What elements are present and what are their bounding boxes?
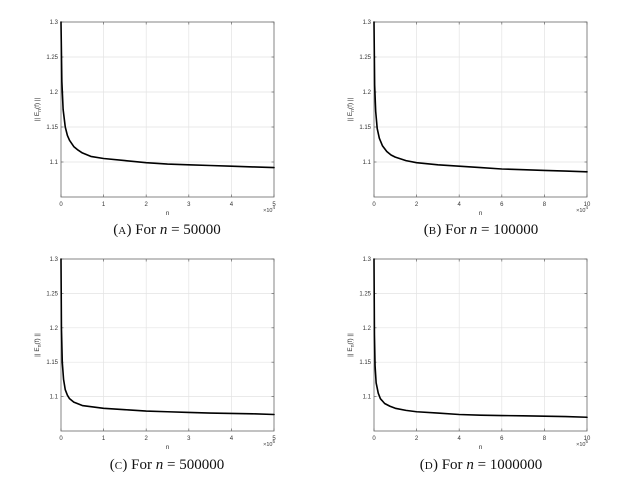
x-axis-label-d: n bbox=[479, 444, 483, 451]
x-tick-label: 10 bbox=[584, 202, 591, 208]
x-tick-label: 6 bbox=[500, 436, 504, 442]
x-tick-label: 8 bbox=[543, 202, 547, 208]
x-axis-label-c: n bbox=[166, 444, 170, 451]
y-tick-label: 1.3 bbox=[363, 20, 372, 26]
plot-area-d bbox=[374, 259, 587, 431]
chart-caption-d: (D) For n = 1000000 bbox=[419, 457, 543, 473]
x-axis-label-a: n bbox=[166, 210, 170, 217]
chart-svg-d: 0 2 4 6 8 10 1.1 1.15 1.2 1.25 1.3 n ×105 || En(f) || bbox=[347, 257, 591, 451]
y-tick-label: 1.15 bbox=[46, 360, 58, 366]
x-axis-multiplier-a: ×104 bbox=[263, 205, 275, 214]
y-tick-label: 1.25 bbox=[46, 55, 58, 61]
chart-svg-b: 0 2 4 6 8 10 1.1 1.15 1.2 1.25 1.3 n ×104 || En(f) || bbox=[347, 20, 591, 217]
y-tick-label: 1.1 bbox=[363, 160, 372, 166]
x-tick-label: 0 bbox=[372, 202, 376, 208]
x-tick-label: 0 bbox=[59, 436, 63, 442]
x-tick-label: 4 bbox=[458, 436, 462, 442]
x-tick-label: 10 bbox=[584, 436, 591, 442]
axes-frame-b bbox=[373, 21, 588, 198]
chart-caption-c: (C) For n = 500000 bbox=[109, 457, 225, 473]
y-tick-label: 1.3 bbox=[50, 257, 59, 263]
x-tick-label: 4 bbox=[230, 202, 234, 208]
chart-panel-c: 0 1 2 3 4 5 1.1 1.15 1.2 1.25 1.3 n ×105 || En(f) || … bbox=[34, 257, 276, 473]
x-tick-label: 2 bbox=[415, 436, 419, 442]
y-tick-label: 1.15 bbox=[46, 125, 58, 131]
x-tick-label: 4 bbox=[458, 202, 462, 208]
x-tick-label: 2 bbox=[145, 436, 149, 442]
chart-panel-a: 0 1 2 3 4 5 1.1 1.15 1.2 1.25 1.3 n ×104 || En(f) || … bbox=[0, 0, 312, 240]
y-tick-label: 1.15 bbox=[359, 125, 371, 131]
y-tick-label: 1.2 bbox=[363, 326, 372, 332]
x-tick-label: 5 bbox=[272, 436, 276, 442]
y-tick-label: 1.2 bbox=[363, 90, 372, 96]
x-tick-label: 3 bbox=[187, 202, 191, 208]
plot-area-a bbox=[61, 22, 274, 197]
y-tick-label: 1.1 bbox=[50, 395, 59, 401]
series-line-c bbox=[60, 258, 275, 416]
y-tick-label: 1.1 bbox=[50, 160, 59, 166]
x-axis-multiplier-d: ×105 bbox=[576, 439, 588, 448]
x-tick-label: 2 bbox=[415, 202, 419, 208]
plot-area-c bbox=[61, 259, 274, 431]
chart-caption-b: (B) For n = 100000 bbox=[423, 222, 539, 238]
y-tick-label: 1.2 bbox=[50, 90, 59, 96]
y-tick-label: 1.1 bbox=[363, 395, 372, 401]
y-axis-label-d: || En(f) || bbox=[347, 333, 356, 357]
chart-panel-b: 0 2 4 6 8 10 1.1 1.15 1.2 1.25 1.3 n ×104 || En(f) ||… bbox=[347, 20, 591, 238]
x-tick-label: 2 bbox=[145, 202, 149, 208]
series-line-b bbox=[373, 21, 588, 173]
y-tick-label: 1.3 bbox=[50, 20, 59, 26]
x-tick-label: 6 bbox=[500, 202, 504, 208]
x-axis-multiplier-c: ×105 bbox=[263, 439, 275, 448]
x-tick-label: 4 bbox=[230, 436, 234, 442]
x-axis-label-b: n bbox=[479, 210, 483, 217]
axes-frame-c bbox=[60, 258, 275, 432]
y-axis-label-c: || En(f) || bbox=[34, 333, 43, 357]
series-line-d bbox=[373, 258, 588, 419]
x-tick-label: 3 bbox=[187, 436, 191, 442]
y-tick-label: 1.2 bbox=[50, 326, 59, 332]
y-tick-label: 1.25 bbox=[46, 291, 58, 297]
chart-svg-a: 0 1 2 3 4 5 1.1 1.15 1.2 1.25 1.3 n ×104 || En(f) || bbox=[34, 20, 276, 217]
y-axis-label-b: || En(f) || bbox=[347, 97, 356, 121]
y-tick-label: 1.3 bbox=[363, 257, 372, 263]
series-line-a bbox=[60, 21, 275, 169]
y-tick-label: 1.15 bbox=[359, 360, 371, 366]
chart-caption-a: (A) For n = 50000 bbox=[113, 222, 221, 238]
x-tick-label: 1 bbox=[102, 202, 106, 208]
x-tick-label: 0 bbox=[59, 202, 63, 208]
y-tick-label: 1.25 bbox=[359, 291, 371, 297]
x-tick-label: 0 bbox=[372, 436, 376, 442]
x-axis-multiplier-b: ×104 bbox=[576, 205, 588, 214]
axes-frame-a bbox=[60, 21, 275, 198]
chart-svg-c: 0 1 2 3 4 5 1.1 1.15 1.2 1.25 1.3 n ×105 || En(f) || bbox=[34, 257, 276, 451]
y-axis-label-a: || En(f) || bbox=[34, 97, 43, 121]
y-tick-label: 1.25 bbox=[359, 55, 371, 61]
x-tick-label: 1 bbox=[102, 436, 106, 442]
x-tick-label: 5 bbox=[272, 202, 276, 208]
x-tick-label: 8 bbox=[543, 436, 547, 442]
